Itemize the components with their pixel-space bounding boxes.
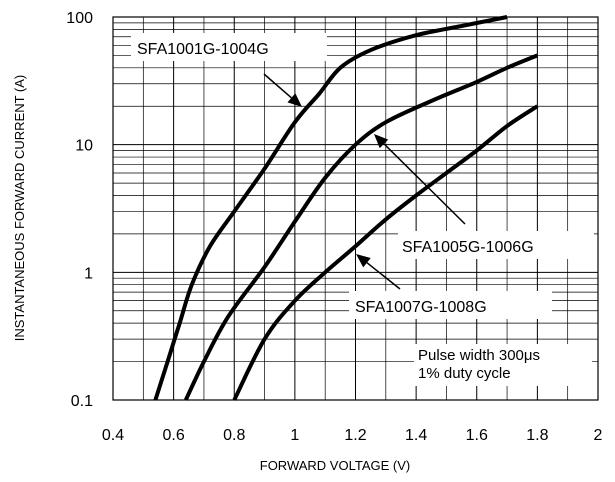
y-axis-title: INSTANTANEOUS FORWARD CURRENT (A) (12, 75, 27, 342)
curve-sfa1005g-1006g (183, 53, 539, 401)
pointer-arrowhead (374, 134, 389, 149)
x-tick-label: 0.8 (223, 427, 245, 444)
series-label-text: SFA1001G-1004G (137, 41, 269, 58)
x-tick-label: 1 (290, 427, 299, 444)
note-line-2: 1% duty cycle (418, 365, 511, 382)
series-label-background (349, 291, 552, 319)
y-tick-label: 1 (84, 265, 93, 282)
curve-sfa1007g-1008g (232, 104, 539, 401)
x-tick-label: 1.2 (344, 427, 366, 444)
y-tick-label: 0.1 (71, 393, 93, 410)
note-line-1: Pulse width 300μs (418, 347, 540, 364)
x-tick-label: 0.6 (163, 427, 185, 444)
pointer-line (383, 143, 466, 225)
pointer-arrowhead (287, 93, 302, 107)
x-tick-label: 1.6 (466, 427, 488, 444)
plot-frame (112, 16, 599, 401)
series-label-background (398, 231, 594, 259)
series-label-text: SFA1005G-1006G (402, 239, 534, 256)
y-tick-label: 10 (75, 138, 93, 155)
label-sfa1001g-1004g: SFA1001G-1004G (131, 33, 327, 107)
curve-sfa1001g-1004g (153, 15, 508, 401)
x-axis-title: FORWARD VOLTAGE (V) (260, 458, 410, 473)
label-sfa1005g-1006g: SFA1005G-1006G (374, 134, 594, 259)
series-label-background (131, 33, 327, 61)
series-labels: SFA1001G-1004G SFA1005G-1006G SFA1007G-100… (131, 33, 594, 319)
x-tick-label: 1.8 (526, 427, 548, 444)
y-tick-label: 100 (66, 10, 93, 27)
pointer-arrowhead (356, 254, 371, 268)
label-sfa1007g-1008g: SFA1007G-1008G (349, 254, 552, 319)
pointer-line (263, 73, 292, 99)
pointer-line (366, 262, 401, 290)
test-conditions-note: Pulse width 300μs 1% duty cycle (414, 344, 592, 386)
series-curves (153, 15, 539, 401)
series-label-text: SFA1007G-1008G (355, 299, 487, 316)
x-tick-label: 1.4 (405, 427, 427, 444)
x-tick-label: 2 (594, 427, 603, 444)
x-tick-label: 0.4 (102, 427, 124, 444)
